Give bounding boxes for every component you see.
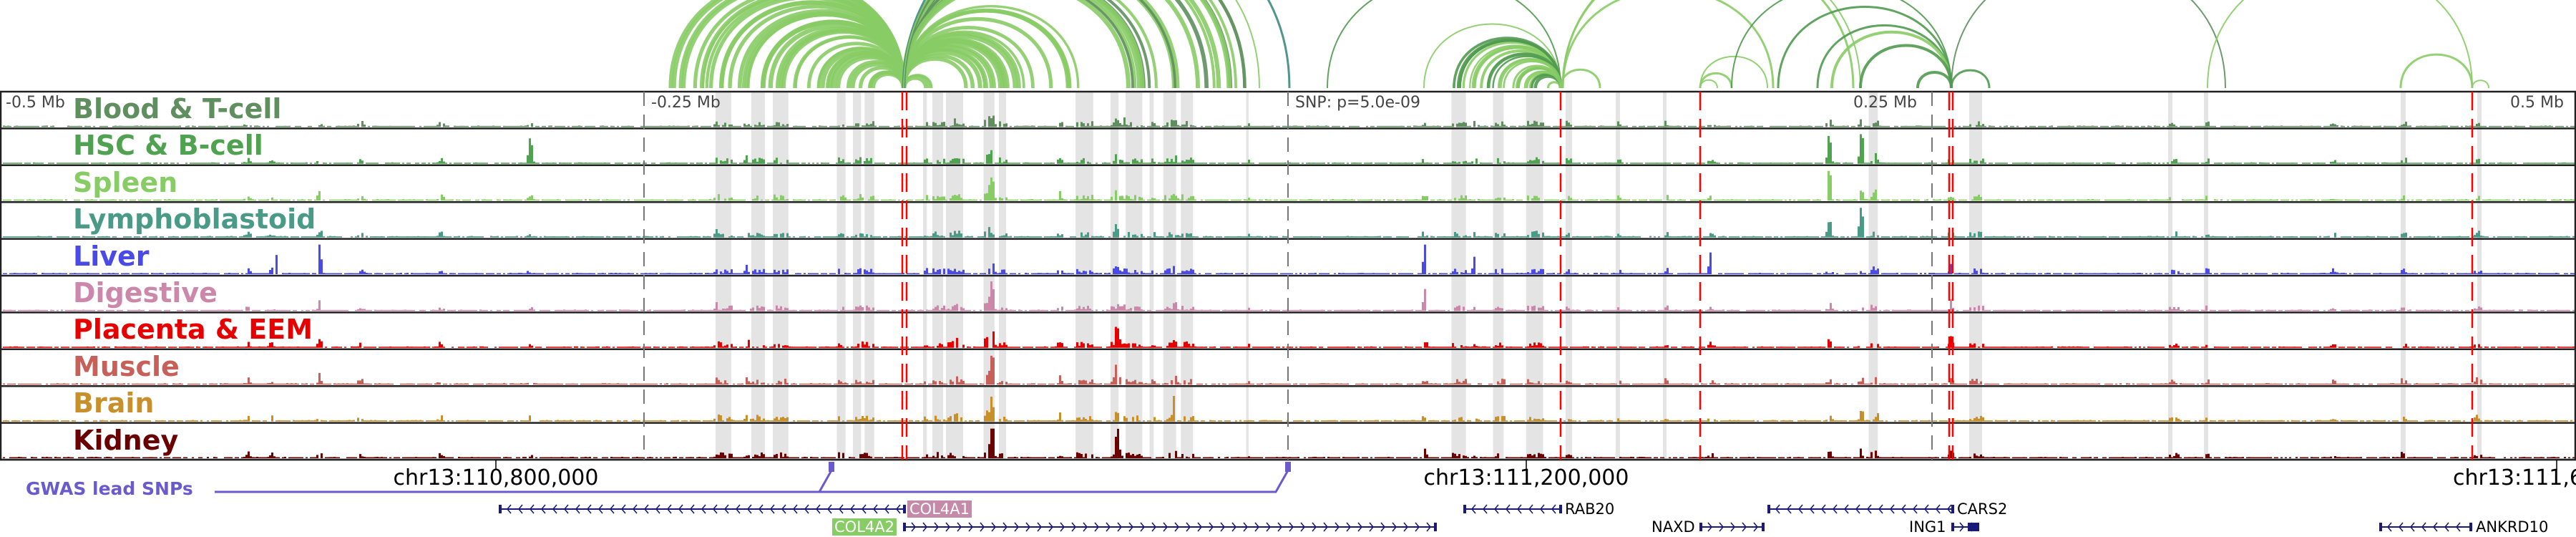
exon <box>2379 523 2382 531</box>
interaction-arc <box>902 5 1080 89</box>
interaction-arc <box>1699 79 1718 89</box>
gene-cars2 <box>1767 504 1954 514</box>
gwas-snp-marker <box>1285 462 1291 472</box>
track-label: Lymphoblastoid <box>73 203 316 236</box>
interaction-arc <box>817 47 906 89</box>
signal-track-digestive <box>0 281 2576 314</box>
gene-label-cars2[interactable]: CARS2 <box>1957 500 2008 518</box>
interaction-arc <box>1830 30 1953 89</box>
exon <box>1434 523 1437 531</box>
track-label: Liver <box>73 240 150 272</box>
axis-label-snp: SNP: p=5.0e-09 <box>1295 94 1420 112</box>
coordinate-label: chr13:111,200,000 <box>1423 465 1629 490</box>
interaction-arc <box>1951 0 2226 89</box>
interaction-arc <box>902 37 1010 89</box>
track-label: Spleen <box>73 166 178 198</box>
signal-track-muscle <box>0 355 2576 387</box>
gene-label-col4a2[interactable]: COL4A2 <box>832 518 897 536</box>
exon <box>1559 505 1562 513</box>
track-label: Blood & T-cell <box>73 93 282 125</box>
interaction-arc <box>903 0 1260 89</box>
interaction-arc <box>1916 71 1953 89</box>
interaction-arc <box>902 0 1246 89</box>
strand-arrows <box>2386 522 2461 532</box>
exon <box>903 505 906 513</box>
track-label: HSC & B-cell <box>73 130 263 162</box>
interaction-arc <box>902 0 1216 89</box>
exon <box>499 505 502 513</box>
strand-arrows <box>1470 504 1556 514</box>
track-label: Muscle <box>73 350 180 382</box>
exon <box>1968 523 1978 531</box>
gene-label-col4a1[interactable]: COL4A1 <box>907 500 972 518</box>
track-label: Brain <box>73 387 155 420</box>
strand-arrows <box>1707 522 1759 532</box>
strand-arrows <box>506 504 901 514</box>
interaction-arc <box>1950 69 1991 89</box>
gwas-snp-marker <box>829 462 834 472</box>
gene-label-ing1[interactable]: ING1 <box>1909 518 1946 536</box>
track-label: Placenta & EEM <box>73 314 313 346</box>
axis-label-0.25mb: 0.25 Mb <box>1853 94 1917 112</box>
track-label: Digestive <box>73 277 218 309</box>
gene-col4a2 <box>903 522 1437 532</box>
gene-col4a1 <box>499 504 906 514</box>
interaction-arc <box>1327 0 1561 89</box>
gwas-lead-snps-label: GWAS lead SNPs <box>26 478 193 499</box>
interaction-arc <box>2207 0 2473 89</box>
interaction-arc <box>1777 6 1953 89</box>
interaction-arc <box>1561 0 1775 89</box>
interaction-arc <box>1559 68 1601 89</box>
interaction-arc <box>1731 0 1952 89</box>
coordinate-label: chr13:111,6 <box>2453 465 2576 490</box>
track-label: Kidney <box>73 424 179 456</box>
gene-label-ankrd10[interactable]: ANKRD10 <box>2476 518 2549 536</box>
exon <box>2469 523 2472 531</box>
interaction-arc <box>744 12 907 89</box>
interaction-arc <box>1498 58 1563 89</box>
interaction-arc <box>901 0 1145 89</box>
interaction-arc <box>1699 56 1768 89</box>
interaction-arc <box>901 74 930 89</box>
signal-bars <box>3 115 2575 127</box>
interaction-arc <box>1859 44 1953 89</box>
gene-naxd <box>1699 522 1765 532</box>
exon <box>1767 505 1770 513</box>
signal-track-spleen <box>0 170 2576 203</box>
exon <box>1699 523 1702 531</box>
interaction-arc <box>1423 23 1561 89</box>
strand-arrows <box>1775 504 1952 514</box>
gene-rab20 <box>1463 504 1562 514</box>
axis-label-minus-0.25mb: -0.25 Mb <box>651 94 721 112</box>
coordinate-label: chr13:110,800,000 <box>393 465 599 490</box>
interaction-arc <box>1456 39 1562 89</box>
axis-label-0.5mb: 0.5 Mb <box>2510 94 2564 112</box>
exon <box>1951 505 1954 513</box>
gene-label-naxd[interactable]: NAXD <box>1652 518 1695 536</box>
interaction-arc <box>678 0 906 89</box>
exon <box>903 523 906 531</box>
exon <box>1463 505 1466 513</box>
exon <box>1951 523 1954 531</box>
interaction-arc <box>1561 0 1855 89</box>
interaction-arc <box>2399 53 2474 89</box>
gene-ankrd10 <box>2379 522 2472 532</box>
exon <box>1762 523 1765 531</box>
interaction-arc <box>2472 79 2489 89</box>
gene-label-rab20[interactable]: RAB20 <box>1565 500 1615 518</box>
gwas-connector <box>215 470 1289 493</box>
strand-arrows <box>911 522 1432 532</box>
axis-label-minus-0.5mb: -0.5 Mb <box>6 94 65 112</box>
